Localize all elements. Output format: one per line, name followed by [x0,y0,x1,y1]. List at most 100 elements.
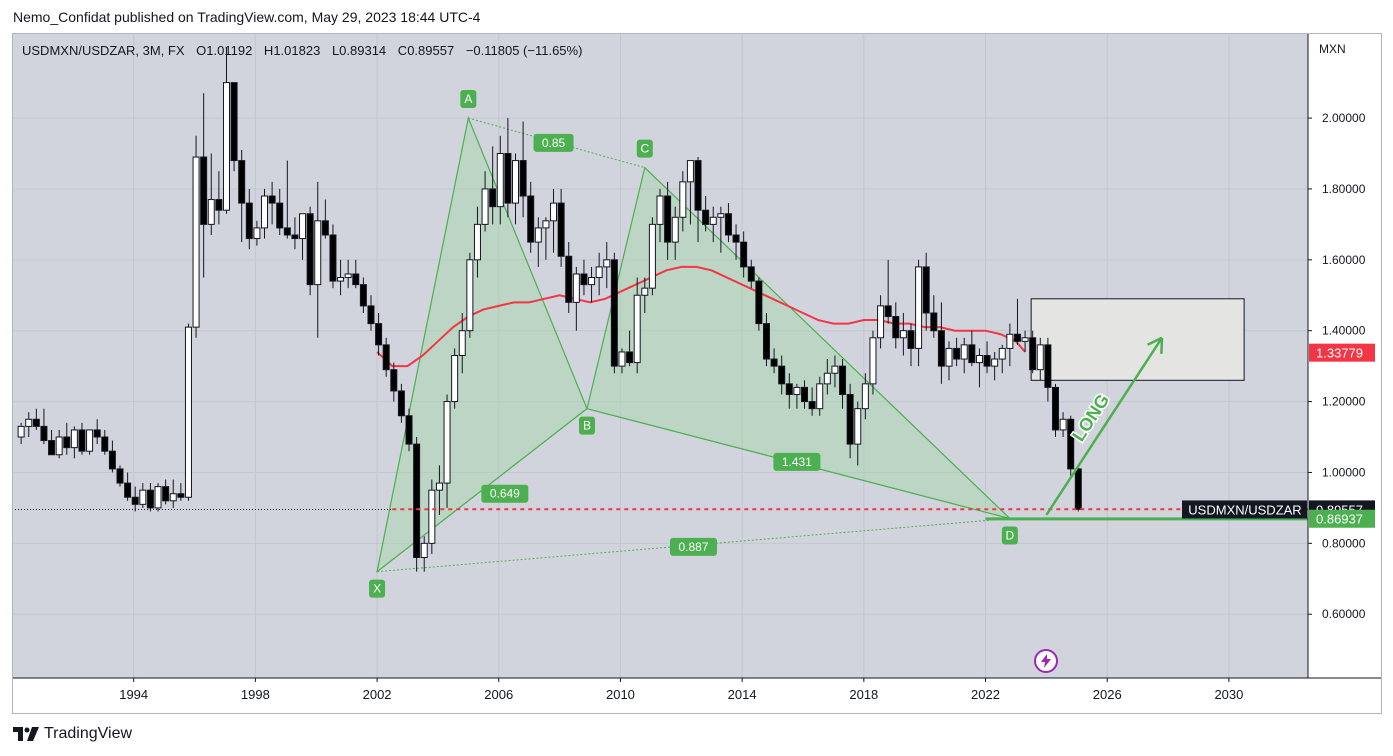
ratio-label[interactable]: 0.887 [669,537,717,556]
candle[interactable] [732,224,740,260]
candle[interactable] [686,160,694,225]
candle[interactable] [565,242,573,313]
candle[interactable] [626,330,634,367]
candle[interactable] [1036,337,1044,381]
candle[interactable] [831,355,839,388]
candle[interactable] [276,188,284,236]
candle[interactable] [1067,415,1075,476]
candle[interactable] [382,337,390,377]
candle[interactable] [489,146,497,225]
candle[interactable] [215,171,223,225]
candle[interactable] [671,206,679,260]
candle[interactable] [519,121,527,218]
candle[interactable] [397,383,405,423]
candle[interactable] [580,259,588,296]
candle[interactable] [603,242,611,289]
candle[interactable] [306,206,314,296]
candle[interactable] [960,337,968,374]
candle[interactable] [17,422,25,445]
candle[interactable] [48,429,56,456]
candle[interactable] [63,422,71,455]
candle[interactable] [610,252,618,374]
candle[interactable] [253,220,261,246]
candle[interactable] [146,483,154,512]
candle[interactable] [169,479,177,508]
candle[interactable] [352,259,360,289]
candle[interactable] [717,206,725,253]
candle[interactable] [511,153,519,225]
candle[interactable] [413,437,421,572]
candle[interactable] [572,266,580,331]
candle[interactable] [542,217,550,260]
candle[interactable] [861,373,869,420]
candle[interactable] [329,224,337,289]
pattern-point-a[interactable]: A [460,90,477,109]
current-symbol-tag[interactable]: USDMXN/USDZAR [1182,500,1307,519]
tradingview-logo[interactable]: TradingView [13,724,132,744]
candle[interactable] [344,259,352,289]
candle[interactable] [116,465,124,487]
pattern-point-d[interactable]: D [1001,526,1018,545]
pattern-point-x[interactable]: X [369,579,386,598]
candle[interactable] [321,199,329,239]
candle[interactable] [435,465,443,515]
price-badge-red[interactable]: 1.33779 [1309,343,1375,362]
pattern-point-b[interactable]: B [578,416,595,435]
candle[interactable] [755,277,763,331]
candle[interactable] [25,412,33,438]
candle[interactable] [937,302,945,384]
candle[interactable] [983,341,991,374]
candle[interactable] [375,312,383,356]
candle[interactable] [473,206,481,278]
candle[interactable] [55,429,63,459]
candle[interactable] [724,203,732,243]
candle[interactable] [78,422,86,455]
candle[interactable] [527,181,535,253]
candle[interactable] [428,479,436,554]
candle[interactable] [86,429,94,455]
candle[interactable] [32,408,40,430]
candle[interactable] [557,188,565,267]
ratio-label[interactable]: 1.431 [773,452,821,471]
candle[interactable] [633,277,641,374]
candle[interactable] [131,486,139,512]
candle[interactable] [747,259,755,289]
candle[interactable] [679,171,687,232]
candle[interactable] [656,188,664,243]
candle[interactable] [93,419,101,445]
candle[interactable] [785,373,793,409]
candle[interactable] [124,472,132,501]
flash-icon[interactable] [1034,649,1058,673]
candle[interactable] [740,231,748,278]
candle[interactable] [245,188,253,250]
candle[interactable] [1029,330,1037,374]
candle[interactable] [846,383,854,459]
candle[interactable] [702,196,710,232]
candle[interactable] [899,312,907,356]
candle[interactable] [953,337,961,367]
candle[interactable] [922,252,930,331]
candle[interactable] [770,348,778,374]
candle[interactable] [907,323,915,367]
candle[interactable] [839,359,847,409]
candle[interactable] [108,440,116,473]
candle[interactable] [793,383,801,409]
candle[interactable] [762,312,770,367]
candle[interactable] [177,483,185,501]
candle[interactable] [648,217,656,296]
candle[interactable] [877,295,885,349]
candle[interactable] [854,401,862,466]
candle[interactable] [230,82,238,172]
candle[interactable] [283,160,291,239]
candle[interactable] [991,351,999,381]
price-badge-green[interactable]: 0.86937 [1309,509,1375,528]
candle[interactable] [451,348,459,409]
candle[interactable] [192,135,200,338]
pattern-point-c[interactable]: C [636,139,653,158]
candle[interactable] [139,483,147,508]
candle[interactable] [101,429,109,455]
candle[interactable] [534,217,542,267]
candle[interactable] [481,171,489,232]
candle[interactable] [359,277,367,313]
candle[interactable] [154,483,162,512]
